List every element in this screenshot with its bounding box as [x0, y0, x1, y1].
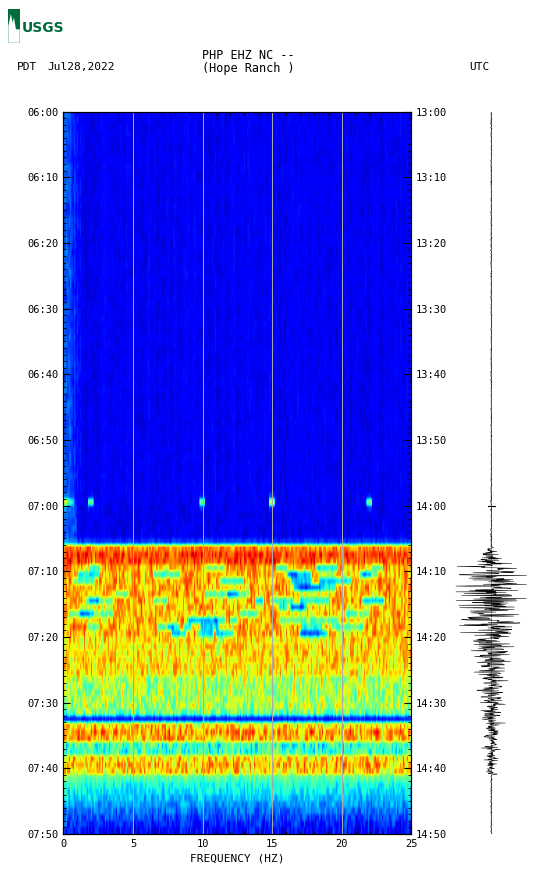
Text: PDT: PDT — [17, 62, 37, 72]
X-axis label: FREQUENCY (HZ): FREQUENCY (HZ) — [190, 853, 285, 863]
Bar — [8, 9, 20, 43]
Text: UTC: UTC — [469, 62, 490, 72]
Polygon shape — [8, 14, 20, 43]
Text: PHP EHZ NC --: PHP EHZ NC -- — [202, 49, 295, 62]
Text: Jul28,2022: Jul28,2022 — [47, 62, 114, 72]
Text: USGS: USGS — [22, 21, 64, 35]
Text: (Hope Ranch ): (Hope Ranch ) — [202, 62, 295, 76]
